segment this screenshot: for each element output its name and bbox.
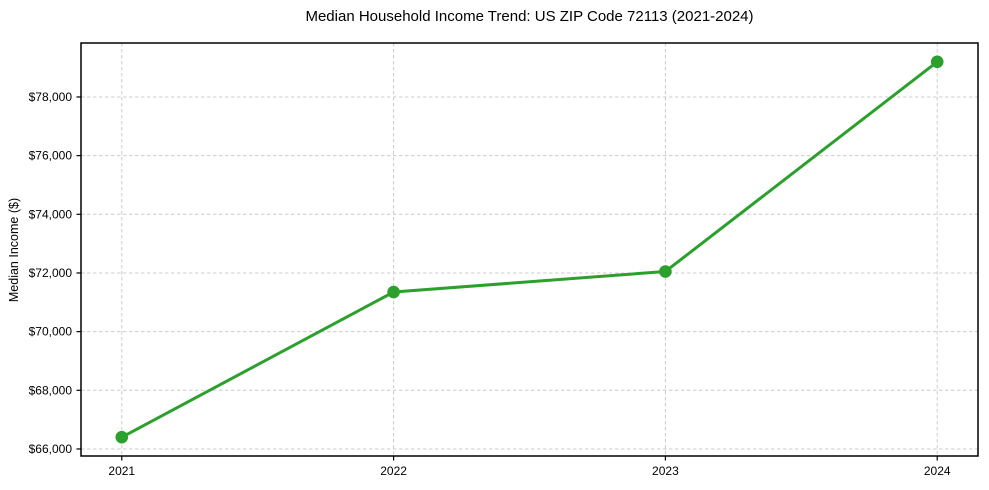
x-tick-label: 2024 — [924, 464, 951, 478]
y-tick-label: $70,000 — [29, 325, 73, 339]
data-point-2022 — [387, 285, 400, 299]
x-tick-label: 2023 — [652, 464, 679, 478]
axes-frame — [80, 42, 979, 457]
x-tick-label: 2022 — [380, 464, 407, 478]
x-tick-label: 2021 — [108, 464, 135, 478]
y-tick-label: $68,000 — [29, 383, 73, 397]
y-tick-label: $72,000 — [29, 266, 73, 280]
y-tick-label: $74,000 — [29, 207, 73, 221]
data-point-2024 — [930, 55, 944, 69]
data-point-2021 — [115, 430, 129, 444]
chart-title: Median Household Income Trend: US ZIP Co… — [305, 8, 754, 25]
y-tick-label: $76,000 — [29, 149, 73, 163]
y-tick-label: $66,000 — [29, 442, 73, 456]
trend-line — [120, 60, 939, 439]
y-tick-label: $78,000 — [29, 90, 73, 104]
data-point-2023 — [659, 265, 672, 278]
